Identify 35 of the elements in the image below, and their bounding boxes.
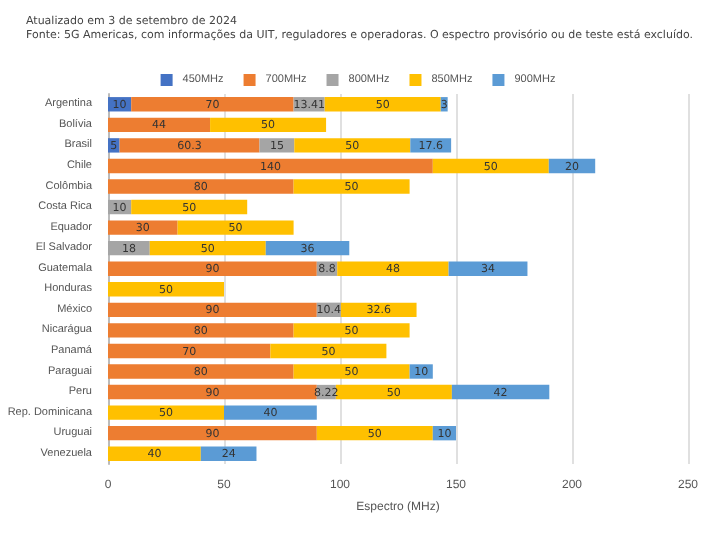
bar	[108, 323, 294, 338]
bar	[108, 117, 211, 133]
bar	[259, 138, 295, 153]
bar	[108, 425, 317, 441]
bar	[108, 261, 317, 276]
bar	[316, 425, 433, 441]
bar	[108, 302, 317, 318]
bar	[108, 446, 201, 461]
bar	[224, 405, 317, 420]
bar	[270, 343, 387, 359]
bar	[337, 261, 449, 276]
bar	[294, 138, 411, 153]
bar	[108, 343, 271, 359]
bar	[131, 97, 294, 112]
bar	[451, 384, 550, 400]
bar	[108, 179, 294, 194]
bar	[108, 220, 178, 235]
bar	[177, 220, 294, 235]
bar	[119, 138, 260, 153]
bar	[108, 405, 224, 420]
bar	[324, 97, 441, 112]
bar	[210, 117, 327, 133]
bar	[108, 364, 294, 379]
bar	[108, 158, 433, 174]
bar	[432, 158, 549, 174]
bar	[108, 384, 317, 400]
bar	[335, 384, 452, 400]
bar	[448, 261, 528, 276]
bar	[131, 199, 248, 215]
bar	[293, 364, 410, 379]
bar	[293, 179, 410, 194]
bar	[149, 240, 266, 256]
bar	[108, 282, 224, 297]
bar	[293, 323, 410, 338]
bar	[265, 240, 350, 256]
